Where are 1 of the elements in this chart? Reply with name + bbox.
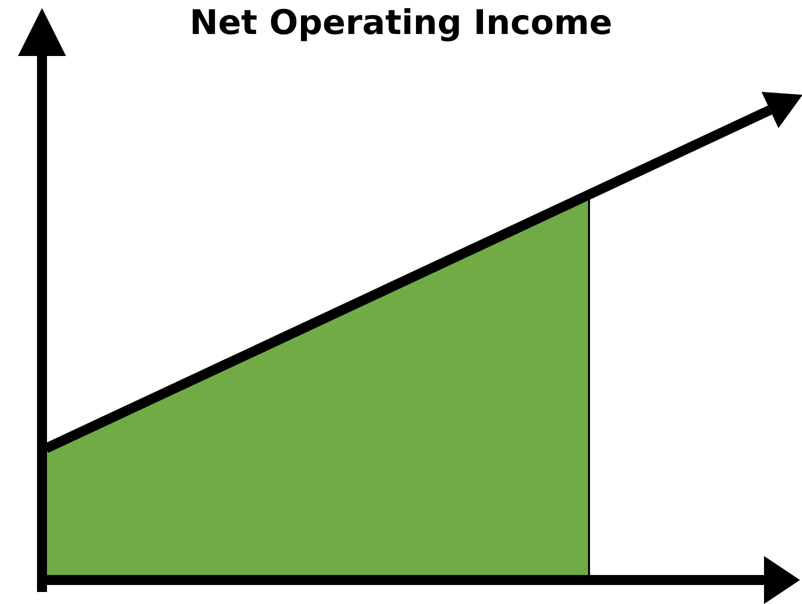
chart-title: Net Operating Income — [190, 3, 612, 43]
